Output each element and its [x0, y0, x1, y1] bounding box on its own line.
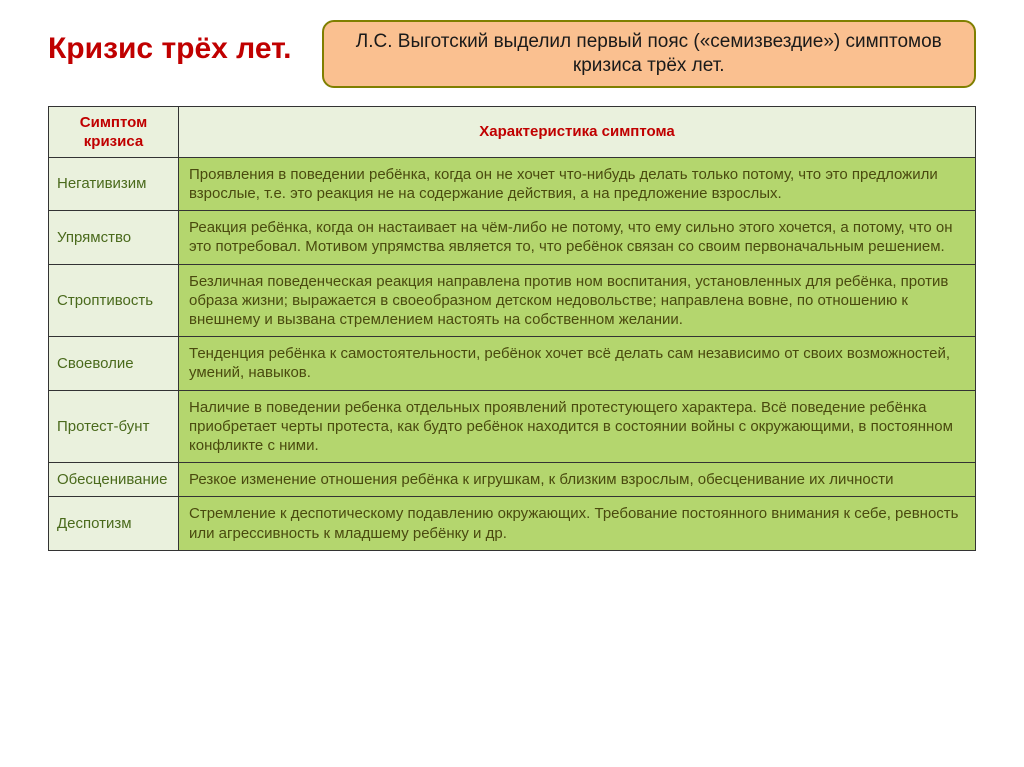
table-row: Строптивость Безличная поведенческая реа…: [49, 264, 976, 337]
table-row: Обесценивание Резкое изменение отношения…: [49, 463, 976, 497]
symptom-cell: Деспотизм: [49, 497, 179, 550]
desc-cell: Стремление к деспотическому подавлению о…: [179, 497, 976, 550]
table-row: Деспотизм Стремление к деспотическому по…: [49, 497, 976, 550]
symptom-cell: Упрямство: [49, 211, 179, 264]
table-row: Протест-бунт Наличие в поведении ребенка…: [49, 390, 976, 463]
desc-cell: Реакция ребёнка, когда он настаивает на …: [179, 211, 976, 264]
desc-cell: Проявления в поведении ребёнка, когда он…: [179, 157, 976, 210]
desc-cell: Безличная поведенческая реакция направле…: [179, 264, 976, 337]
table-header-desc: Характеристика симптома: [179, 106, 976, 157]
table-row: Своеволие Тенденция ребёнка к самостояте…: [49, 337, 976, 390]
symptom-cell: Протест-бунт: [49, 390, 179, 463]
table-row: Негативизим Проявления в поведении ребён…: [49, 157, 976, 210]
symptom-cell: Обесценивание: [49, 463, 179, 497]
symptom-cell: Строптивость: [49, 264, 179, 337]
desc-cell: Наличие в поведении ребенка отдельных пр…: [179, 390, 976, 463]
callout-box: Л.С. Выготский выделил первый пояс («сем…: [322, 20, 976, 88]
table-header-symptom: Симптом кризиса: [49, 106, 179, 157]
desc-cell: Резкое изменение отношения ребёнка к игр…: [179, 463, 976, 497]
symptom-cell: Своеволие: [49, 337, 179, 390]
table-row: Упрямство Реакция ребёнка, когда он наст…: [49, 211, 976, 264]
symptoms-table: Симптом кризиса Характеристика симптома …: [48, 106, 976, 551]
symptom-cell: Негативизим: [49, 157, 179, 210]
page-title: Кризис трёх лет.: [48, 20, 292, 66]
desc-cell: Тенденция ребёнка к самостоятельности, р…: [179, 337, 976, 390]
